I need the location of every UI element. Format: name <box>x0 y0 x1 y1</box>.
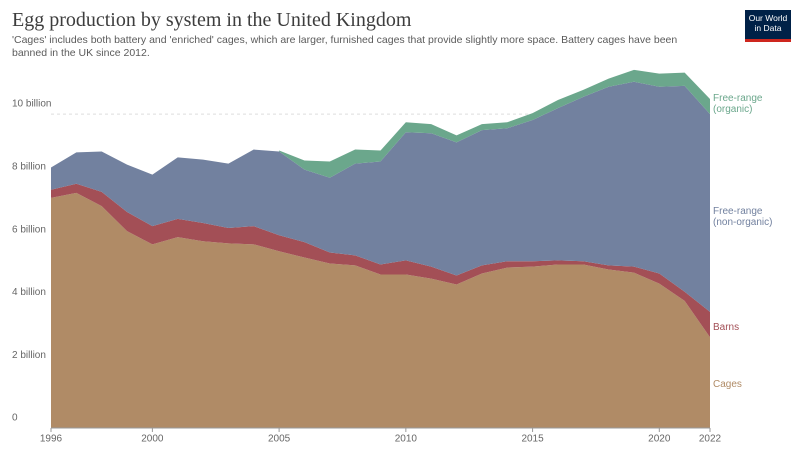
chart-subtitle: 'Cages' includes both battery and 'enric… <box>12 34 678 59</box>
y-tick-label: 6 billion <box>12 224 46 235</box>
logo: Our World in Data <box>745 10 791 42</box>
x-tick-label: 2020 <box>648 434 671 445</box>
y-tick-label: 0 <box>12 413 18 424</box>
x-tick-label: 1996 <box>40 434 63 445</box>
area <box>51 81 710 312</box>
logo-line: Our World <box>748 13 788 23</box>
area <box>279 69 710 178</box>
area <box>51 192 710 428</box>
x-tick-label: 2010 <box>395 434 418 445</box>
x-tick-label: 2000 <box>141 434 164 445</box>
logo-line: in Data <box>754 23 782 33</box>
chart-title: Egg production by system in the United K… <box>12 9 412 31</box>
y-tick-label: 8 billion <box>12 162 46 173</box>
series-label: Free-range (non-organic) <box>713 206 772 228</box>
x-tick-label: 2005 <box>268 434 291 445</box>
x-tick-label: 2022 <box>699 434 722 445</box>
y-tick-label: 10 billion <box>12 99 51 110</box>
series-label: Cages <box>713 379 742 390</box>
series-label: Free-range (organic) <box>713 93 763 115</box>
x-tick-label: 2015 <box>521 434 544 445</box>
series-label: Barns <box>713 322 739 333</box>
y-tick-label: 4 billion <box>12 287 46 298</box>
y-tick-label: 2 billion <box>12 350 46 361</box>
